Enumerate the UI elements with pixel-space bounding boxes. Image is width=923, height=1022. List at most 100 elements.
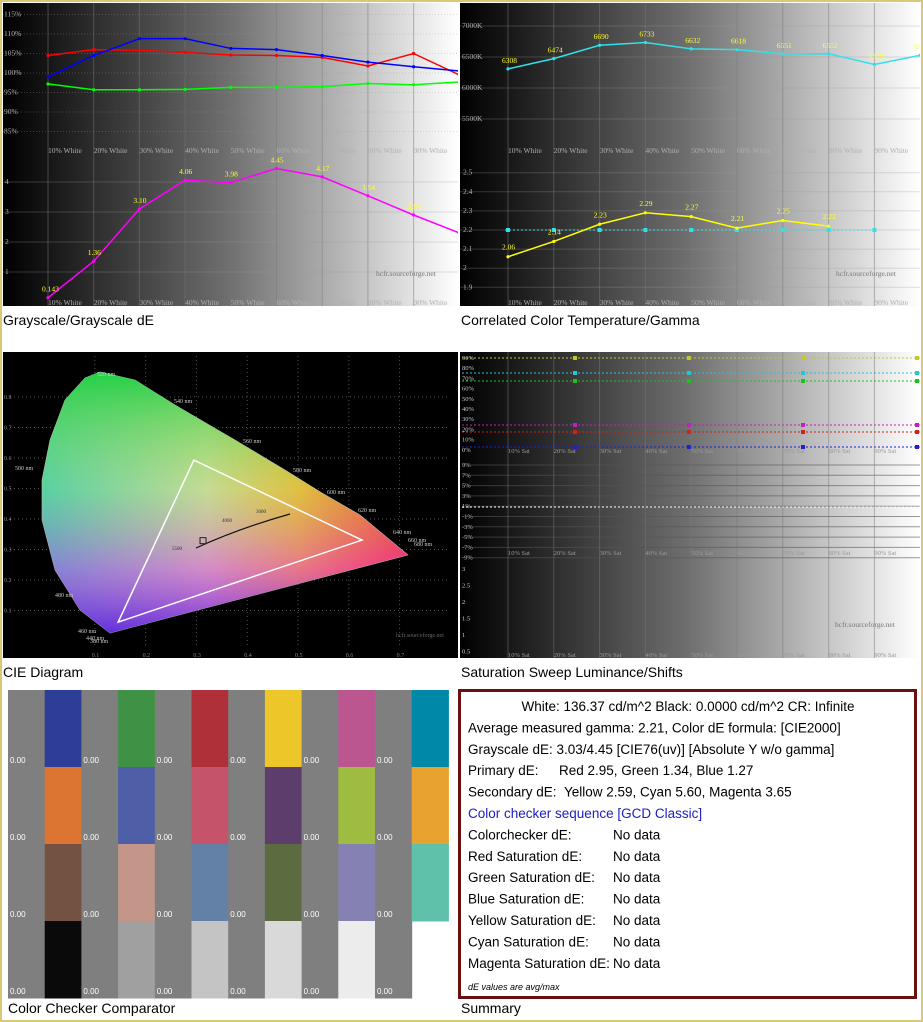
y-tick-label: 2 (5, 237, 9, 246)
sweep-point (687, 445, 691, 449)
y-tick-label: 0.7 (4, 426, 12, 432)
patch-de: 0.00 (83, 833, 99, 842)
color-checker: 0.00 0.00 0.00 0.00 0.00 0.00 0.00 0.00 0.00 0.00… (8, 690, 449, 999)
y-tick-label: 70% (462, 375, 475, 382)
data-label: 6551 (777, 41, 792, 50)
sweep-point (915, 430, 919, 434)
summary-label: Yellow Saturation dE: (468, 913, 596, 928)
data-label: 6552 (823, 41, 838, 50)
reference-point (872, 228, 877, 232)
de-line-point (457, 232, 458, 234)
cct-line-point (598, 43, 602, 47)
x-tick-label: 80% Sat (829, 550, 851, 557)
x-tick-label: 70% Sat (783, 652, 805, 659)
sweep-point (915, 371, 919, 375)
watermark: hcfr.sourceforge.net (835, 620, 896, 629)
gamma-line-point (781, 218, 785, 223)
rgb-line-point (137, 88, 141, 92)
wavelength-label: 600 nm (327, 490, 346, 496)
y-tick-label: 0.1 (4, 609, 12, 615)
rgb-line-point (183, 87, 187, 91)
cct-line-point (506, 67, 510, 71)
planck-label: 5500 (172, 547, 183, 552)
color-patch (118, 844, 156, 922)
x-tick-label: 90% Sat (874, 448, 896, 455)
data-label: 6474 (548, 46, 563, 55)
cct-gamma-chart: 10% White 10% White 20% White 20% White 30% … (460, 3, 923, 307)
rgb-line-point (137, 37, 141, 41)
y-tick-label: 1 (5, 267, 9, 276)
color-patch (44, 921, 82, 999)
reference-gray (154, 690, 192, 768)
x-tick-label: 50% White (691, 298, 725, 307)
x-tick-label: 50% White (231, 146, 265, 155)
x-tick-label: 80% Sat (829, 652, 851, 659)
rgb-line-point (366, 60, 370, 64)
de-line-point (274, 166, 279, 171)
reference-gray (81, 844, 119, 922)
cct-line-point (781, 52, 785, 56)
y-tick-label: 6500K (462, 52, 483, 61)
sweep-point (915, 379, 919, 383)
patch-de: 0.00 (157, 910, 173, 919)
sweep-point (573, 423, 577, 427)
gamma-line-point (689, 215, 693, 219)
x-tick-label: 70% Sat (783, 550, 805, 557)
sweep-point (573, 371, 577, 375)
y-tick-label: 0.3 (4, 548, 12, 554)
wavelength-label: 660 nm (408, 538, 427, 544)
x-tick-label: 80% White (368, 298, 402, 307)
saturation-chart: 90%80%70%60%50%40%30%20%10%0%9%7%5%3%1%-… (462, 352, 920, 659)
x-tick-label: 90% White (874, 146, 908, 155)
x-tick-label: 70% White (783, 298, 817, 307)
y-tick-label: 50% (462, 396, 475, 403)
color-patch (118, 921, 156, 999)
wavelength-label: 500 nm (15, 466, 34, 472)
color-patch (338, 767, 376, 845)
rgb-line-point (457, 81, 458, 83)
x-tick-label: 40% White (185, 298, 219, 307)
color-patch (44, 844, 82, 922)
sweep-point (687, 371, 691, 375)
x-tick-label: 80% Sat (829, 448, 851, 455)
x-tick-label: 20% Sat (554, 652, 576, 659)
summary-label: Magenta Saturation dE: (468, 956, 610, 971)
y-tick-label: 3 (462, 566, 465, 573)
reference-point (780, 228, 785, 232)
white-point (199, 537, 207, 545)
summary-label: Primary dE: (468, 763, 539, 778)
cct-line-point (552, 57, 556, 61)
patch-de: 0.00 (377, 833, 393, 842)
x-tick-label: 20% White (554, 146, 588, 155)
sweep-point (915, 445, 919, 449)
wavelength-label: 520 nm (97, 372, 116, 378)
data-label: 6529 (914, 42, 923, 51)
summary-label: Green Saturation dE: (468, 870, 595, 885)
reference-gray (154, 767, 192, 845)
x-tick-label: 80% White (829, 146, 863, 155)
y-tick-label: 40% (462, 406, 475, 413)
wavelength-label: 460 nm (78, 629, 97, 635)
y-tick-label: 110% (4, 29, 21, 38)
summary-label: Secondary dE: (468, 785, 557, 800)
color-patch (44, 690, 82, 768)
color-patch (264, 690, 303, 768)
x-tick-label: 90% White (414, 298, 448, 307)
y-tick-label: 7000K (462, 21, 483, 30)
sweep-point (801, 356, 805, 360)
x-tick-label: 50% Sat (691, 652, 713, 659)
sweep-point (687, 423, 691, 427)
x-tick-label: 30% White (600, 298, 634, 307)
x-tick-label: 60% Sat (737, 652, 759, 659)
sweep-point (915, 356, 919, 360)
x-tick-label: 0.4 (244, 653, 252, 659)
summary-value: No data (613, 892, 661, 907)
data-label: 2.29 (639, 199, 652, 208)
color-patch (191, 690, 229, 768)
y-tick-label: 2.5 (462, 583, 470, 590)
patch-de: 0.00 (10, 987, 26, 996)
saturation-panel (460, 352, 920, 658)
caption: Summary (461, 1000, 521, 1016)
rgb-line (47, 48, 458, 76)
sweep-point (573, 445, 577, 449)
